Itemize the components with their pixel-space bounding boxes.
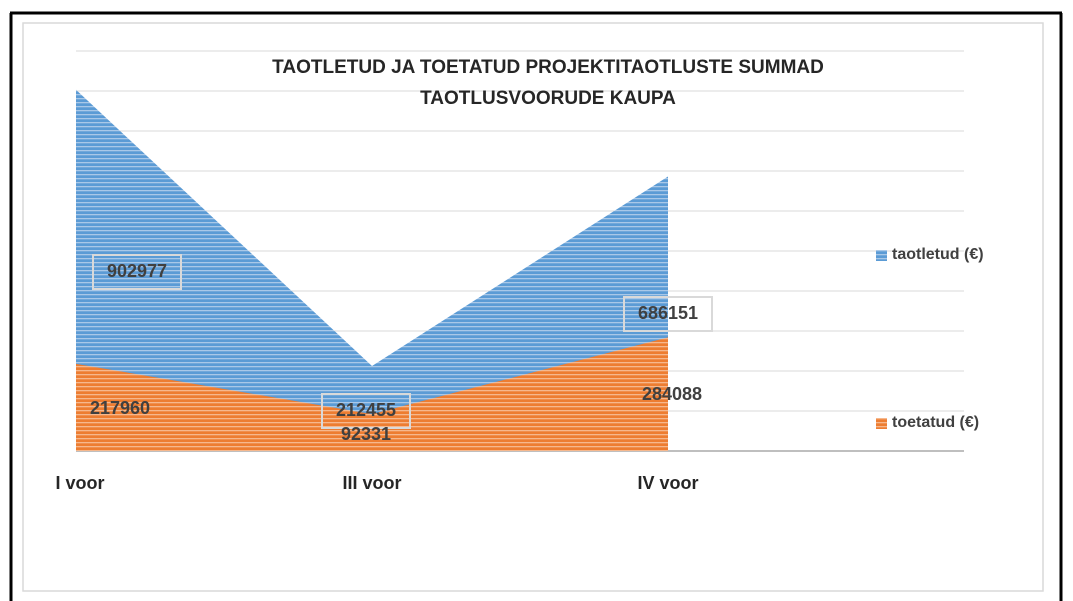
legend-swatch	[876, 418, 887, 429]
x-tick-label: IV voor	[637, 473, 698, 493]
area	[76, 337, 668, 451]
chart-title: TAOTLUSVOORUDE KAUPA	[420, 88, 676, 109]
chart-title: TAOTLETUD JA TOETATUD PROJEKTITAOTLUSTE …	[272, 57, 824, 78]
data-label: 212455	[336, 400, 396, 420]
plot	[76, 89, 668, 451]
data-label: 686151	[638, 303, 698, 323]
data-label: 902977	[107, 261, 167, 281]
legend-swatch	[876, 250, 887, 261]
data-label: 217960	[90, 398, 150, 418]
data-label-box	[623, 296, 713, 332]
x-tick-label: III voor	[342, 473, 401, 493]
data-label-box	[92, 254, 182, 290]
data-label: 92331	[341, 424, 391, 444]
area	[76, 89, 668, 451]
legend-label: toetatud (€)	[892, 414, 979, 431]
data-label: 284088	[642, 384, 702, 404]
chart-border	[22, 22, 1044, 592]
legend-label: taotletud (€)	[892, 246, 984, 263]
x-tick-label: I voor	[55, 473, 104, 493]
data-label-box	[321, 393, 411, 429]
